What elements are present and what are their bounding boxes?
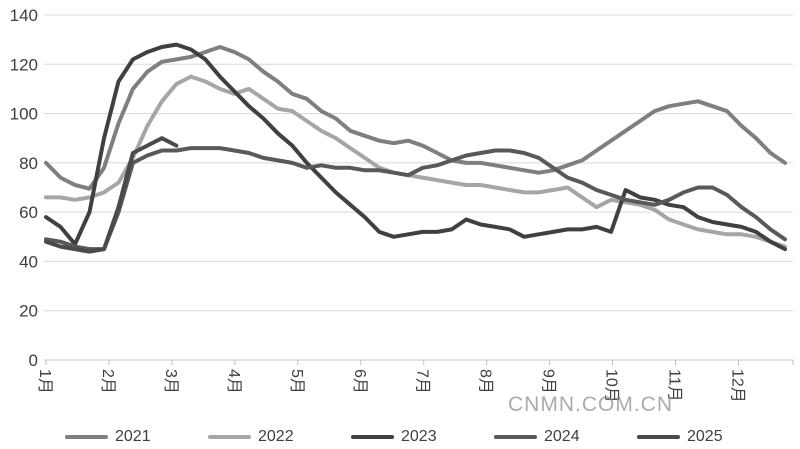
y-tick-label-40: 40 xyxy=(19,252,38,271)
legend-label-2022: 2022 xyxy=(258,428,294,445)
x-tick-label-8: 8月 xyxy=(477,369,494,394)
x-tick-label-2: 2月 xyxy=(99,369,116,394)
y-tick-label-60: 60 xyxy=(19,203,38,222)
legend-item-2023: 2023 xyxy=(351,426,437,448)
x-tick-label-9: 9月 xyxy=(540,369,557,394)
y-tick-label-20: 20 xyxy=(19,302,38,321)
y-tick-label-80: 80 xyxy=(19,154,38,173)
series-2024-line xyxy=(44,146,787,252)
chart-legend: 2021 2022 2023 2024 2025 xyxy=(0,426,800,449)
legend-item-2021: 2021 xyxy=(65,426,151,448)
legend-item-2022: 2022 xyxy=(208,426,294,448)
axes xyxy=(44,359,794,365)
legend-label-2021: 2021 xyxy=(115,428,151,445)
x-tick-label-12: 12月 xyxy=(728,369,745,403)
x-tick-label-10: 10月 xyxy=(603,369,620,403)
legend-swatch-2025 xyxy=(637,435,680,439)
y-tick-label-120: 120 xyxy=(10,55,38,74)
legend-item-2024: 2024 xyxy=(494,426,580,448)
legend-swatch-2021 xyxy=(65,435,108,439)
legend-swatch-2023 xyxy=(351,435,394,439)
y-axis-labels: 0 20 40 60 80 100 120 140 xyxy=(10,6,38,370)
series-2023-line xyxy=(44,42,787,252)
x-tick-label-11: 11月 xyxy=(666,369,683,402)
x-tick-label-5: 5月 xyxy=(288,369,305,394)
x-tick-label-6: 6月 xyxy=(351,369,368,394)
legend-swatch-2024 xyxy=(494,435,537,439)
y-tick-label-140: 140 xyxy=(10,6,38,25)
x-tick-label-7: 7月 xyxy=(414,369,431,394)
legend-label-2025: 2025 xyxy=(687,428,723,445)
series-2022-line xyxy=(44,74,787,249)
series-2025-line xyxy=(44,136,179,254)
x-tick-label-1: 1月 xyxy=(36,369,53,394)
legend-item-2025: 2025 xyxy=(637,426,723,448)
gridlines xyxy=(44,14,793,361)
legend-swatch-2022 xyxy=(208,435,251,439)
line-chart: 0 20 40 60 80 100 120 140 1月 2月 3月 4月 5月 6月 7月 8月 9月 10月… xyxy=(10,6,794,403)
legend-label-2024: 2024 xyxy=(544,428,580,445)
y-tick-label-100: 100 xyxy=(10,105,38,124)
series-2021-line xyxy=(44,45,787,191)
x-axis-labels: 1月 2月 3月 4月 5月 6月 7月 8月 9月 10月 11月 12月 xyxy=(36,369,745,403)
series-lines xyxy=(44,42,787,254)
y-tick-label-0: 0 xyxy=(29,351,38,370)
x-tick-label-4: 4月 xyxy=(225,369,242,394)
legend-label-2023: 2023 xyxy=(401,428,437,445)
x-tick-label-3: 3月 xyxy=(162,369,179,394)
